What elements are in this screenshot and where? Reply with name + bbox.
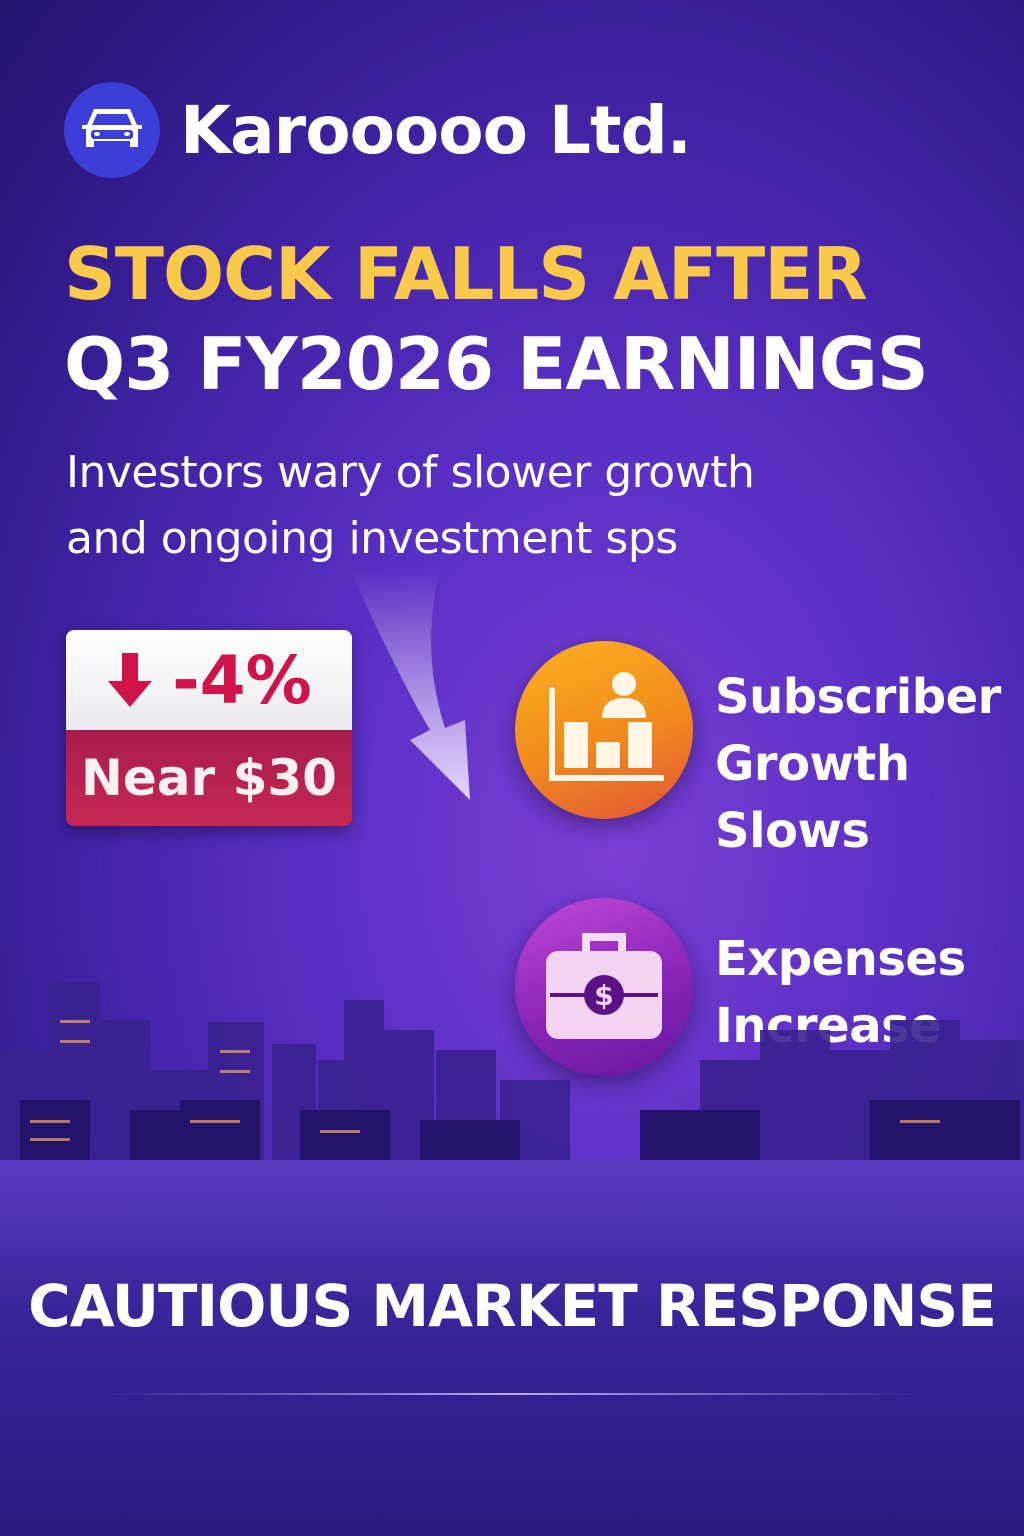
stock-badge: -4% Near $30 (66, 630, 352, 826)
headline-line2: Q3 FY2026 EARNINGS (64, 322, 929, 406)
trend-arrow-graphic (350, 570, 470, 800)
briefcase-dollar-icon: $ (546, 933, 662, 1039)
subtitle: Investors wary of slower growth and ongo… (66, 440, 755, 572)
subtitle-line1: Investors wary of slower growth (66, 447, 755, 498)
stock-price: Near $30 (66, 730, 352, 826)
subtitle-line2: and ongoing investment sps (66, 513, 678, 564)
svg-text:$: $ (594, 979, 613, 1012)
point-label-line: Subscriber (715, 669, 1001, 725)
point-label-line: Growth (715, 736, 910, 792)
water-reflection (0, 1160, 1024, 1536)
subscriber-chart-icon (549, 672, 664, 781)
headline-line1: STOCK FALLS AFTER (64, 232, 868, 316)
point-label-line: Expenses (715, 931, 966, 987)
brand-name: Karooooo Ltd. (180, 92, 692, 169)
brand-logo (64, 82, 160, 178)
point-subscriber-growth: Subscriber Growth Slows (715, 664, 1001, 865)
footer-tagline: CAUTIOUS MARKET RESPONSE (28, 1272, 997, 1340)
expenses-icon-circle: $ (515, 898, 693, 1076)
point-label-line: Slows (715, 803, 870, 859)
car-icon (82, 109, 142, 147)
subscriber-icon-circle (515, 641, 693, 819)
divider (100, 1393, 924, 1395)
arrow-down-icon (108, 653, 153, 707)
stock-change: -4% (172, 641, 312, 719)
